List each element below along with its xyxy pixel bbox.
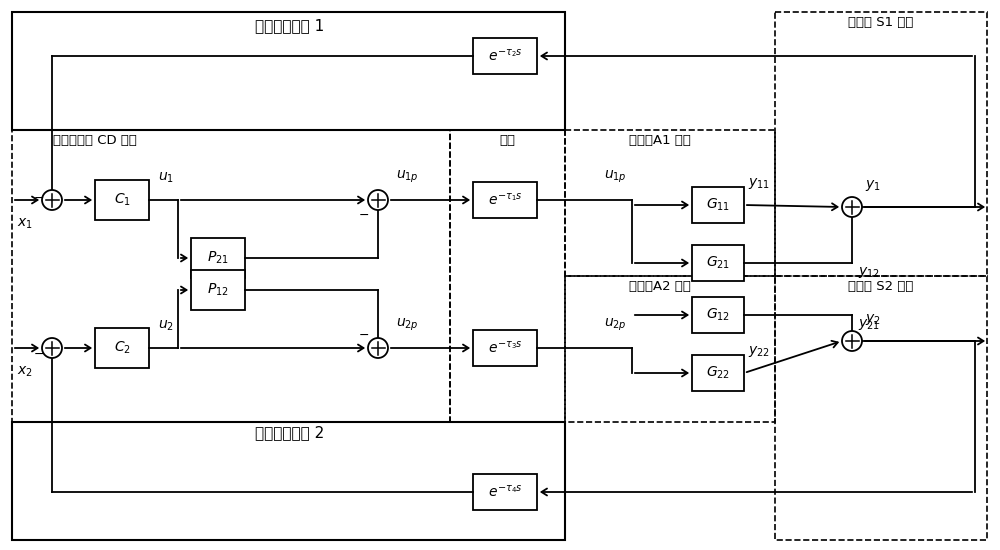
Bar [775,276,987,540]
Text: $y_{21}$: $y_{21}$ [858,317,880,332]
Circle shape [368,190,388,210]
Text: $C_1$: $C_1$ [114,192,130,208]
Bar [12,12,565,130]
Text: $-$: $-$ [358,327,370,340]
Text: $y_{12}$: $y_{12}$ [858,265,880,280]
Circle shape [842,197,862,217]
Bar [692,187,744,223]
Text: $e^{-\tau_1 s}$: $e^{-\tau_1 s}$ [488,192,522,208]
Text: $G_{22}$: $G_{22}$ [706,365,730,381]
Text: 传感器 S2 节点: 传感器 S2 节点 [848,280,914,294]
Circle shape [42,338,62,358]
Bar [473,330,537,366]
Text: $-$: $-$ [33,190,45,204]
Text: $u_{2p}$: $u_{2p}$ [396,317,419,333]
Text: 闭环控制回路 2: 闭环控制回路 2 [255,426,325,441]
Text: $P_{12}$: $P_{12}$ [207,282,229,298]
Text: $x_1$: $x_1$ [17,217,33,232]
Text: $P_{21}$: $P_{21}$ [207,250,229,266]
Bar [12,422,565,540]
Text: $x_2$: $x_2$ [17,365,33,380]
Text: 控制解耦器 CD 节点: 控制解耦器 CD 节点 [53,135,137,147]
Text: $u_{1p}$: $u_{1p}$ [604,169,627,185]
Bar [692,355,744,391]
Text: $y_{22}$: $y_{22}$ [748,344,770,359]
Text: $-$: $-$ [33,346,45,360]
Bar [692,297,744,333]
Circle shape [42,190,62,210]
Text: $u_{2p}$: $u_{2p}$ [604,317,627,333]
Bar [692,245,744,281]
Text: $u_{1p}$: $u_{1p}$ [396,169,419,185]
Text: $e^{-\tau_3 s}$: $e^{-\tau_3 s}$ [488,340,522,356]
Text: $e^{-\tau_2 s}$: $e^{-\tau_2 s}$ [488,48,522,64]
Text: $C_2$: $C_2$ [114,340,130,356]
Text: $G_{21}$: $G_{21}$ [706,255,730,271]
Text: $u_1$: $u_1$ [158,170,174,185]
Text: $G_{11}$: $G_{11}$ [706,197,730,213]
Text: $-$: $-$ [358,207,370,221]
Bar [473,182,537,218]
Circle shape [368,338,388,358]
Bar [565,130,775,276]
Bar [775,12,987,276]
Text: $e^{-\tau_4 s}$: $e^{-\tau_4 s}$ [488,484,522,500]
Text: $u_2$: $u_2$ [158,318,174,333]
Text: $y_2$: $y_2$ [865,312,881,327]
Bar [191,270,245,310]
Bar [473,38,537,74]
Text: 执行器A1 节点: 执行器A1 节点 [629,135,691,147]
Text: 传感器 S1 节点: 传感器 S1 节点 [848,15,914,29]
Bar [95,328,149,368]
Text: $y_{11}$: $y_{11}$ [748,176,770,191]
Text: 执行器A2 节点: 执行器A2 节点 [629,280,691,294]
Text: 网络: 网络 [499,135,515,147]
Bar [450,130,565,422]
Text: $G_{12}$: $G_{12}$ [706,307,730,323]
Bar [473,474,537,510]
Bar [565,276,775,422]
Bar [191,238,245,278]
Bar [12,130,450,422]
Text: $y_1$: $y_1$ [865,178,881,193]
Text: 闭环控制回路 1: 闭环控制回路 1 [255,19,325,34]
Bar [95,180,149,220]
Circle shape [842,331,862,351]
